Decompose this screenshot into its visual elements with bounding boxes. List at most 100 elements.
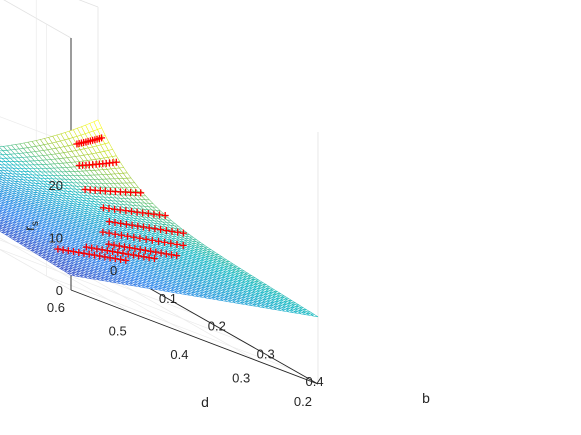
data-marker (110, 241, 118, 249)
data-marker (151, 225, 159, 233)
z-axis-label-sub: s (30, 221, 41, 226)
data-marker (130, 251, 137, 259)
data-marker (112, 158, 120, 166)
x-tick-label: 0.2 (294, 394, 312, 409)
data-marker (148, 236, 156, 244)
data-marker (93, 245, 101, 253)
data-marker (137, 189, 145, 197)
data-marker (82, 243, 90, 251)
data-marker (122, 220, 130, 228)
x-tick-label: 0.3 (232, 371, 250, 386)
data-marker (103, 247, 111, 255)
y-tick-label: 0.2 (208, 319, 226, 334)
data-marker (105, 229, 113, 237)
y-axis-label: b (422, 390, 430, 406)
data-marker (145, 254, 153, 262)
data-marker (105, 240, 113, 248)
data-marker (119, 249, 127, 257)
data-marker (152, 248, 160, 256)
z-tick-label: 10 (49, 231, 63, 246)
y-tick-label: 0.4 (306, 374, 324, 389)
data-marker (109, 248, 117, 255)
data-marker (99, 228, 107, 236)
z-axis-label: rs (21, 221, 41, 231)
data-marker (90, 251, 98, 259)
x-tick-label: 0.6 (47, 300, 65, 315)
data-marker (122, 207, 130, 215)
data-marker (98, 246, 106, 254)
data-marker (161, 238, 169, 246)
data-marker (106, 254, 114, 262)
data-marker (162, 227, 170, 234)
data-marker (167, 239, 175, 247)
x-tick-label: 0.5 (109, 324, 127, 339)
data-marker (162, 250, 170, 258)
data-marker (59, 246, 67, 254)
data-marker (141, 246, 149, 254)
data-marker (96, 252, 104, 260)
surface-patch (310, 313, 319, 318)
data-marker (157, 249, 165, 257)
data-marker (144, 210, 152, 217)
data-marker (147, 247, 155, 255)
data-marker (145, 224, 153, 232)
z-axis-label-main: r (21, 226, 37, 231)
data-marker (131, 245, 139, 253)
data-marker (128, 221, 136, 229)
data-marker (136, 246, 144, 253)
data-marker (124, 232, 132, 240)
data-markers (54, 134, 187, 264)
data-marker (140, 223, 147, 231)
x-tick-label: 0.4 (170, 347, 188, 362)
y-tick-label: 0 (110, 263, 117, 278)
data-marker (54, 245, 62, 253)
z-tick-label: 0 (56, 283, 63, 298)
data-marker (116, 206, 124, 214)
data-marker (121, 243, 128, 251)
data-marker (111, 230, 119, 238)
data-marker (135, 252, 143, 260)
data-marker (142, 235, 150, 243)
floor-grid-line-b (0, 248, 245, 343)
data-marker (114, 248, 122, 256)
data-marker (173, 252, 181, 260)
data-marker (98, 134, 106, 142)
axis-ticks: 0.2 0.3 0.4 0.5 0.6 0 0.1 0.2 0.3 0.4 0 10 20 (47, 178, 324, 409)
data-marker (168, 227, 176, 235)
data-marker (173, 240, 181, 248)
data-marker (117, 231, 125, 239)
data-marker (99, 204, 107, 212)
y-tick-label: 0.1 (159, 291, 177, 306)
data-marker (117, 256, 125, 263)
data-marker (117, 219, 125, 227)
grid-line-z (0, 116, 99, 186)
data-marker (157, 226, 165, 234)
data-marker (111, 219, 119, 226)
data-marker (85, 250, 93, 258)
floor-grid-line-b (46, 275, 294, 371)
data-marker (128, 207, 135, 215)
y-tick-label: 0.3 (257, 346, 275, 361)
data-marker (105, 205, 113, 212)
data-marker (124, 250, 132, 258)
x-axis-label: d (201, 394, 209, 410)
data-marker (134, 222, 142, 230)
data-marker (64, 247, 72, 255)
data-marker (122, 256, 130, 264)
data-marker (111, 255, 119, 263)
data-marker (161, 212, 169, 219)
x-axis-line (70, 289, 319, 385)
data-marker (75, 249, 83, 256)
data-marker (136, 234, 144, 242)
data-marker (70, 248, 77, 256)
data-marker (115, 242, 123, 250)
data-marker (150, 210, 158, 218)
data-marker (130, 233, 138, 241)
data-marker (80, 249, 88, 257)
data-marker (88, 244, 96, 252)
data-marker (150, 255, 158, 262)
box-edge-top (3, 0, 99, 39)
data-marker (179, 229, 187, 237)
data-marker (133, 208, 141, 216)
